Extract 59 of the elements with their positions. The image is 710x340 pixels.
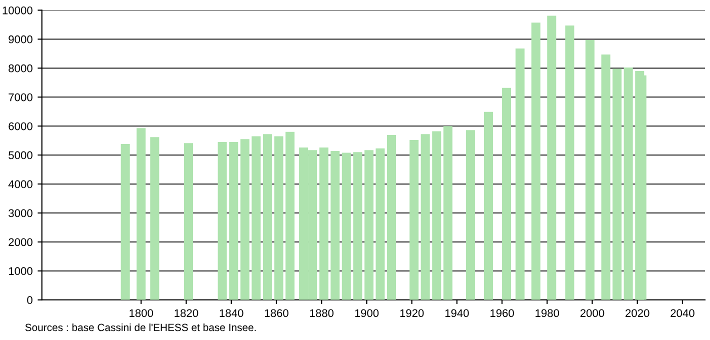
bar — [120, 144, 130, 300]
bar — [531, 22, 540, 300]
x-tick-label: 2000 — [580, 309, 604, 318]
bar — [432, 131, 442, 300]
bar — [502, 88, 512, 300]
x-tick-label: 2040 — [670, 309, 694, 318]
bar — [635, 71, 644, 300]
bar — [252, 136, 261, 300]
bar — [136, 128, 146, 300]
y-tick-label: 1000 — [8, 267, 32, 276]
source-note: Sources : base Cassini de l'EHESS et base Insee. — [25, 323, 256, 332]
bar — [376, 148, 385, 300]
y-tick-label: 7000 — [8, 93, 32, 102]
bar — [229, 142, 238, 300]
y-tick-label: 3000 — [8, 209, 32, 218]
y-tick-label: 8000 — [8, 64, 32, 72]
bar — [319, 148, 328, 300]
bar — [285, 132, 295, 300]
y-tick-label: 0 — [27, 296, 32, 304]
x-tick-label: 1940 — [445, 309, 469, 318]
bar — [240, 139, 250, 300]
y-tick-label: 4000 — [8, 180, 32, 188]
bar — [150, 137, 160, 300]
y-tick-label: 2000 — [8, 238, 32, 246]
x-tick-label: 1960 — [490, 309, 514, 318]
x-tick-label: 1920 — [400, 309, 424, 318]
x-tick-label: 1900 — [355, 309, 379, 318]
bar — [516, 48, 525, 300]
bar — [624, 68, 633, 300]
bar — [484, 112, 494, 300]
x-tick-label: 1820 — [174, 309, 198, 318]
bar — [386, 135, 396, 300]
y-tick-label: 10000 — [2, 6, 32, 14]
bar — [353, 152, 362, 300]
bar — [218, 142, 227, 300]
x-tick-label: 1880 — [310, 309, 334, 318]
bar — [547, 16, 556, 300]
bar — [262, 134, 272, 300]
y-tick-label: 9000 — [8, 35, 32, 44]
x-tick-label: 2020 — [626, 309, 650, 318]
bar — [565, 26, 574, 300]
y-tick-label: 6000 — [8, 122, 32, 130]
y-tick-label: 5000 — [8, 151, 32, 160]
bar — [330, 150, 340, 300]
bar — [612, 68, 622, 300]
bar — [364, 150, 374, 300]
bar — [443, 126, 452, 300]
bar — [601, 54, 610, 300]
x-tick-label: 1800 — [130, 309, 154, 318]
bar — [466, 130, 475, 300]
bar — [410, 140, 419, 300]
x-tick-label: 1840 — [220, 309, 244, 318]
bar — [342, 152, 351, 300]
bar — [274, 136, 284, 300]
bar — [184, 143, 194, 300]
x-tick-label: 1980 — [536, 309, 560, 318]
bar — [420, 134, 430, 300]
x-tick-label: 1860 — [264, 309, 288, 318]
bar — [585, 40, 595, 300]
